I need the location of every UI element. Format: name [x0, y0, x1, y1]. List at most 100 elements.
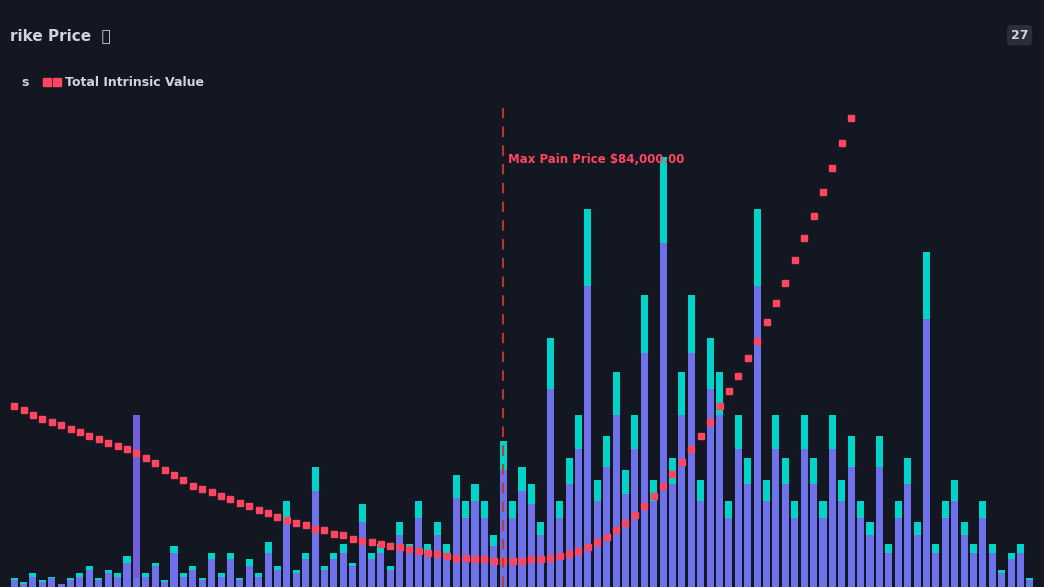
Bar: [566, 458, 572, 587]
Bar: [302, 552, 309, 587]
Bar: [208, 552, 215, 587]
Bar: [632, 415, 638, 587]
Bar: [311, 491, 318, 587]
Bar: [801, 450, 808, 587]
Bar: [208, 559, 215, 587]
Bar: [227, 559, 234, 587]
Bar: [377, 552, 384, 587]
Bar: [472, 501, 478, 587]
Bar: [641, 295, 647, 587]
Bar: [895, 501, 902, 587]
Bar: [29, 573, 37, 587]
Bar: [735, 415, 742, 587]
Bar: [679, 372, 686, 587]
Bar: [556, 501, 563, 587]
Bar: [48, 576, 55, 587]
Bar: [76, 573, 84, 587]
Bar: [660, 157, 667, 587]
Bar: [217, 573, 224, 587]
Bar: [641, 353, 647, 587]
Bar: [979, 518, 987, 587]
Bar: [519, 491, 525, 587]
Bar: [367, 559, 375, 587]
Bar: [820, 518, 827, 587]
Bar: [151, 566, 159, 587]
Bar: [697, 501, 705, 587]
Bar: [444, 544, 450, 587]
Bar: [67, 580, 74, 587]
Text: s: s: [21, 76, 28, 89]
Bar: [876, 467, 883, 587]
Bar: [349, 563, 356, 587]
Bar: [1026, 580, 1034, 587]
Bar: [57, 583, 65, 587]
Bar: [594, 501, 600, 587]
Bar: [236, 580, 243, 587]
Bar: [95, 578, 102, 587]
Bar: [425, 544, 431, 587]
Bar: [547, 389, 553, 587]
Bar: [932, 544, 940, 587]
Bar: [170, 552, 177, 587]
Bar: [189, 566, 196, 587]
Bar: [585, 286, 591, 587]
Bar: [264, 542, 271, 587]
Bar: [453, 475, 459, 587]
Bar: [397, 535, 403, 587]
Text: 27: 27: [1011, 29, 1028, 42]
Bar: [292, 570, 300, 587]
Bar: [613, 372, 619, 587]
Bar: [123, 563, 130, 587]
Bar: [274, 566, 281, 587]
Bar: [349, 566, 356, 587]
Bar: [895, 518, 902, 587]
Bar: [358, 504, 365, 587]
Bar: [406, 552, 412, 587]
Bar: [914, 535, 921, 587]
Bar: [39, 582, 46, 587]
Bar: [264, 552, 271, 587]
Text: Total Intrinsic Value: Total Intrinsic Value: [65, 76, 204, 89]
Bar: [932, 552, 940, 587]
Bar: [716, 372, 723, 587]
Bar: [603, 436, 610, 587]
Bar: [20, 583, 27, 587]
Bar: [406, 544, 412, 587]
Bar: [500, 441, 506, 587]
Bar: [791, 518, 799, 587]
Bar: [339, 552, 347, 587]
Bar: [386, 570, 394, 587]
Bar: [744, 458, 752, 587]
Bar: [481, 518, 488, 587]
Bar: [10, 580, 18, 587]
Bar: [339, 544, 347, 587]
Bar: [613, 415, 619, 587]
Bar: [76, 576, 84, 587]
Bar: [538, 522, 544, 587]
Bar: [885, 552, 893, 587]
Bar: [10, 578, 18, 587]
Bar: [434, 522, 441, 587]
Bar: [716, 415, 723, 587]
Bar: [509, 518, 516, 587]
Bar: [519, 467, 525, 587]
Bar: [330, 552, 337, 587]
Bar: [491, 535, 497, 587]
Bar: [434, 535, 441, 587]
Bar: [321, 570, 328, 587]
Bar: [198, 580, 206, 587]
Bar: [829, 415, 836, 587]
Bar: [86, 570, 93, 587]
Bar: [763, 501, 770, 587]
Bar: [397, 522, 403, 587]
Bar: [838, 480, 846, 587]
Bar: [867, 535, 874, 587]
Bar: [453, 498, 459, 587]
Bar: [801, 415, 808, 587]
Bar: [754, 286, 761, 587]
Bar: [283, 522, 290, 587]
Bar: [95, 580, 102, 587]
Bar: [669, 458, 677, 587]
Bar: [386, 566, 394, 587]
Bar: [67, 578, 74, 587]
